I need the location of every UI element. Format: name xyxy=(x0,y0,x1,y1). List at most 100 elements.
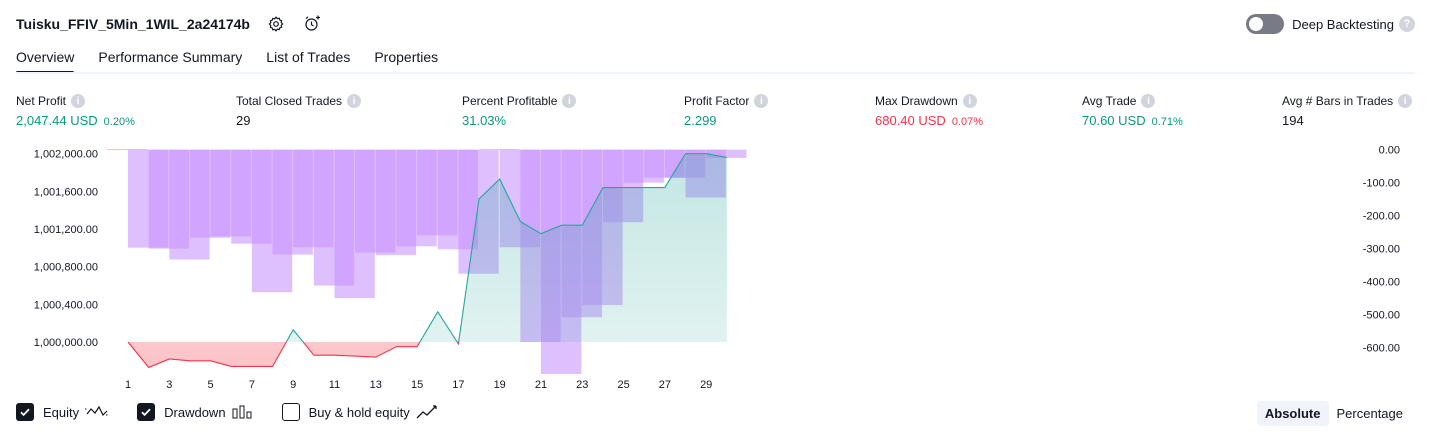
metric-avg-trade: Avg Trade i 70.60 USD 0.71% xyxy=(1082,94,1183,128)
x-axis-tick-label: 1 xyxy=(125,379,131,391)
left-axis-tick-label: 1,002,000.00 xyxy=(34,149,98,161)
tab-overview[interactable]: Overview xyxy=(16,48,75,74)
gear-icon[interactable] xyxy=(266,14,286,34)
left-axis-tick-label: 1,000,400.00 xyxy=(34,299,98,311)
legend-label: Drawdown xyxy=(164,404,226,420)
metric-net-profit: Net Profit i 2,047.44 USD 0.20% xyxy=(16,94,135,128)
tab-list-of-trades[interactable]: List of Trades xyxy=(266,49,351,65)
x-axis-tick-label: 25 xyxy=(617,379,629,391)
buy-hold-checkbox[interactable] xyxy=(281,403,300,421)
metric-value: 194 xyxy=(1282,113,1304,128)
equity-line-icon xyxy=(85,405,110,419)
tab-properties[interactable]: Properties xyxy=(374,49,439,65)
equity-series xyxy=(127,153,727,369)
info-icon[interactable]: i xyxy=(1141,94,1156,108)
tabs-divider xyxy=(16,72,1415,74)
x-axis-tick-label: 17 xyxy=(452,379,464,391)
metric-value: 70.60 USD xyxy=(1082,113,1146,128)
x-axis-tick-label: 11 xyxy=(329,379,340,391)
right-axis-tick-label: -600.00 xyxy=(1363,343,1400,355)
drawdown-bars-icon xyxy=(232,405,254,419)
left-axis-tick-label: 1,000,000.00 xyxy=(34,337,98,349)
metric-profit-factor: Profit Factor i 2.299 xyxy=(684,94,769,128)
toggle-knob xyxy=(1249,17,1264,31)
legend-drawdown[interactable]: Drawdown xyxy=(137,403,253,421)
tab-bar: Overview Performance Summary List of Tra… xyxy=(16,48,462,74)
right-axis: 0.00 -100.00 -200.00 -300.00 -400.00 -500.00 -… xyxy=(1363,145,1400,355)
tab-performance-summary[interactable]: Performance Summary xyxy=(98,49,243,65)
right-axis-tick-label: -500.00 xyxy=(1363,310,1400,322)
metric-label: Total Closed Trades xyxy=(236,94,343,108)
metric-label: Profit Factor xyxy=(684,94,750,108)
metric-value: 31.03% xyxy=(462,113,507,128)
x-axis-tick-label: 13 xyxy=(370,379,382,391)
absolute-button[interactable]: Absolute xyxy=(1256,401,1329,426)
metric-label: Avg # Bars in Trades xyxy=(1282,94,1394,108)
equity-checkbox[interactable] xyxy=(16,403,34,421)
x-axis-tick-label: 9 xyxy=(290,379,296,391)
buy-hold-line-icon xyxy=(416,405,440,419)
scale-mode: Absolute Percentage xyxy=(1256,401,1411,426)
x-axis-tick-label: 3 xyxy=(166,379,172,391)
equity-line-negative xyxy=(127,341,460,369)
x-axis-tick-label: 21 xyxy=(535,379,547,391)
x-axis-tick-label: 7 xyxy=(249,379,255,391)
left-axis-tick-label: 1,000,800.00 xyxy=(34,262,98,274)
right-axis-tick-label: -300.00 xyxy=(1363,244,1400,256)
strategy-title: Tuisku_FFIV_5Min_1WIL_2a24174b xyxy=(16,16,250,32)
metric-value: 2,047.44 USD xyxy=(16,113,98,128)
metric-label: Max Drawdown xyxy=(875,94,958,108)
metric-label: Net Profit xyxy=(16,94,67,108)
metric-value: 2.299 xyxy=(684,113,717,128)
deep-backtesting: Deep Backtesting ? xyxy=(1246,12,1415,36)
drawdown-bar xyxy=(706,149,747,158)
deep-backtesting-toggle[interactable] xyxy=(1246,14,1285,34)
equity-drawdown-chart: 1,002,000.00 1,001,600.00 1,001,200.00 1,00… xyxy=(34,145,1400,391)
drawdown-checkbox[interactable] xyxy=(137,403,156,421)
legend-label: Buy & hold equity xyxy=(308,404,410,420)
percentage-button[interactable]: Percentage xyxy=(1336,406,1404,421)
metric-label: Avg Trade xyxy=(1082,94,1137,108)
x-axis-tick-label: 5 xyxy=(208,379,214,391)
equity-area-positive xyxy=(128,153,727,342)
info-icon[interactable]: i xyxy=(71,94,86,108)
right-axis-tick-label: 0.00 xyxy=(1379,145,1400,157)
legend-equity[interactable]: Equity xyxy=(16,403,110,421)
info-icon[interactable]: i xyxy=(562,94,577,108)
metric-label: Percent Profitable xyxy=(462,94,558,108)
equity-line-positive xyxy=(127,153,727,342)
deep-backtesting-label: Deep Backtesting xyxy=(1292,16,1394,32)
legend-buy-hold[interactable]: Buy & hold equity xyxy=(281,403,440,421)
right-axis-tick-label: -100.00 xyxy=(1363,178,1400,190)
x-axis-tick-label: 29 xyxy=(700,379,712,391)
info-icon[interactable]: i xyxy=(754,94,769,108)
x-axis-tick-label: 15 xyxy=(411,379,423,391)
metric-avg-bars: Avg # Bars in Trades i 194 xyxy=(1282,94,1413,128)
metric-value: 680.40 USD xyxy=(875,113,946,128)
metric-percent: 0.71% xyxy=(1151,116,1183,128)
info-icon[interactable]: i xyxy=(347,94,362,108)
x-axis: 1 3 5 7 9 11 13 15 17 19 21 23 25 27 29 xyxy=(125,379,712,391)
metric-value: 29 xyxy=(236,113,251,128)
left-axis-tick-label: 1,001,600.00 xyxy=(34,186,98,198)
metric-percent: 0.20% xyxy=(103,116,135,128)
x-axis-tick-label: 19 xyxy=(494,379,506,391)
metric-max-drawdown: Max Drawdown i 680.40 USD 0.07% xyxy=(875,94,983,128)
left-axis: 1,002,000.00 1,001,600.00 1,001,200.00 1,00… xyxy=(34,149,98,349)
right-axis-tick-label: -400.00 xyxy=(1363,277,1400,289)
strategy-header: Tuisku_FFIV_5Min_1WIL_2a24174b xyxy=(16,12,322,36)
metric-total-closed-trades: Total Closed Trades i 29 xyxy=(236,94,362,128)
right-axis-tick-label: -200.00 xyxy=(1363,211,1400,223)
x-axis-tick-label: 27 xyxy=(659,379,671,391)
metric-percent: 0.07% xyxy=(951,116,984,128)
chart-legend: Equity Drawdown Buy & hold equity xyxy=(16,403,468,421)
legend-label: Equity xyxy=(43,404,80,420)
x-axis-tick-label: 23 xyxy=(576,379,588,391)
info-icon[interactable]: i xyxy=(962,94,977,108)
equity-area-negative xyxy=(128,341,459,368)
left-axis-tick-label: 1,001,200.00 xyxy=(34,224,98,236)
add-alert-icon[interactable] xyxy=(302,14,322,34)
help-icon[interactable]: ? xyxy=(1399,16,1415,32)
metric-percent-profitable: Percent Profitable i 31.03% xyxy=(462,94,577,128)
info-icon[interactable]: i xyxy=(1398,94,1413,108)
